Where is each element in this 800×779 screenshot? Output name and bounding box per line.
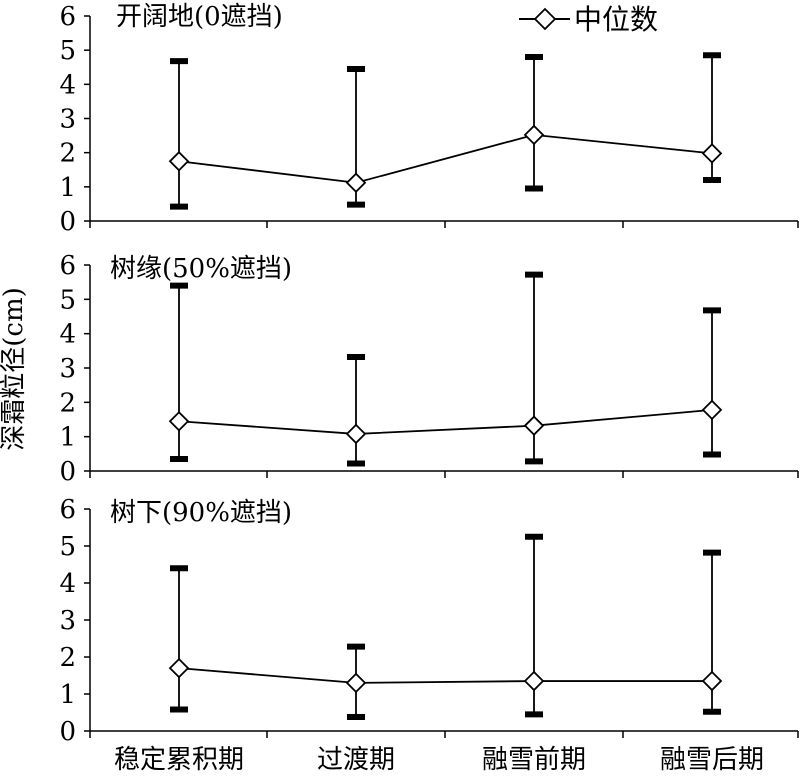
panel-title: 树缘(50%遮挡) <box>110 254 292 284</box>
panel-3: 0 1 2 3 4 5 6 树下(90%遮挡) <box>59 495 799 747</box>
legend-diamond-marker <box>533 7 557 31</box>
y-tick-label: 0 <box>59 207 76 237</box>
y-tick-label: 2 <box>59 388 76 418</box>
median-point <box>701 670 723 692</box>
y-tick-label: 5 <box>59 285 76 315</box>
y-tick-label: 4 <box>59 320 76 350</box>
median-line <box>178 133 713 184</box>
y-tick-label: 2 <box>59 643 76 673</box>
y-tick-label: 6 <box>59 251 76 281</box>
panel-2: 0 1 2 3 4 5 6 树缘(50%遮挡) <box>59 251 799 487</box>
median-point <box>168 150 190 172</box>
median-line <box>178 408 713 435</box>
median-point <box>701 143 723 164</box>
x-tick-label: 过渡期 <box>317 745 395 775</box>
x-tick-label: 融雪前期 <box>482 745 586 775</box>
y-tick-label: 3 <box>59 606 76 636</box>
y-tick-label: 1 <box>59 680 76 710</box>
y-tick-label: 4 <box>59 569 76 599</box>
median-point <box>168 657 190 679</box>
panel-1: 0 1 2 3 4 5 6 开阔地(0遮挡) <box>59 2 799 237</box>
y-tick-label: 1 <box>59 173 76 203</box>
median-point <box>523 670 545 692</box>
x-tick-label: 融雪后期 <box>660 745 764 775</box>
median-point <box>345 672 367 694</box>
y-tick-label: 6 <box>59 495 76 525</box>
legend-label: 中位数 <box>574 3 658 36</box>
y-tick-label: 3 <box>59 105 76 135</box>
y-tick-label: 4 <box>59 70 76 100</box>
legend: 中位数 <box>519 3 658 36</box>
panel-title: 开阔地(0遮挡) <box>116 2 283 32</box>
y-tick-label: 0 <box>59 457 76 487</box>
y-tick-label: 0 <box>59 717 76 747</box>
y-axis-label: 深霜粒径(cm) <box>0 287 29 451</box>
y-tick-label: 5 <box>59 36 76 66</box>
y-tick-label: 5 <box>59 532 76 562</box>
y-tick-label: 2 <box>59 139 76 169</box>
median-point <box>345 172 367 194</box>
median-point <box>345 423 367 445</box>
median-point <box>523 415 545 436</box>
panel-title: 树下(90%遮挡) <box>110 498 292 528</box>
y-tick-label: 1 <box>59 423 76 453</box>
panels-layer: 0 1 2 3 4 5 6 开阔地(0遮挡) 0 1 2 3 4 5 6 树缘(50%遮挡) 0 1 2 3 4 5 6 树下… <box>59 2 799 775</box>
median-point <box>701 399 723 421</box>
y-tick-label: 6 <box>59 2 76 32</box>
median-point <box>168 410 190 432</box>
median-line <box>178 667 712 684</box>
y-tick-label: 3 <box>59 354 76 384</box>
x-tick-label: 稳定累积期 <box>114 745 244 775</box>
median-point <box>523 124 545 146</box>
